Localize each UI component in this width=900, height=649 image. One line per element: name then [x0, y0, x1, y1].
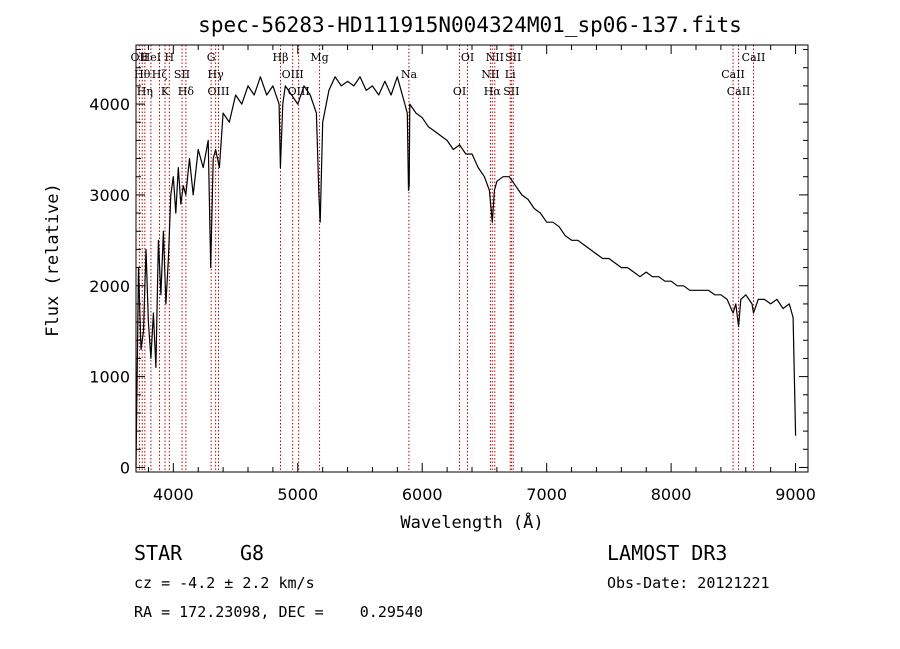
spectral-line-label: OIII: [207, 85, 229, 98]
spectral-line-label: Li: [505, 68, 516, 81]
spectral-line-label: CaII: [721, 68, 745, 81]
x-tick-label: 8000: [651, 485, 692, 504]
series-layer: [135, 76, 797, 468]
chart-title: spec-56283-HD111915N004324M01_sp06-137.f…: [198, 13, 742, 37]
spectral-line-markers: [138, 45, 754, 472]
spectral-line-label: Hη: [137, 85, 153, 98]
x-tick-label: 4000: [153, 485, 194, 504]
x-axis-label: Wavelength (Å): [400, 511, 543, 533]
y-tick-label: 4000: [89, 95, 130, 114]
spectral-line-label: SII: [174, 68, 190, 81]
y-tick-label: 3000: [89, 186, 130, 205]
spectral-line-label: Hθ: [134, 68, 151, 81]
y-tick-label: 1000: [89, 368, 130, 387]
spectral-line-label: CaII: [727, 85, 751, 98]
spectral-line-label: NII: [486, 51, 504, 64]
spectral-line-label: Hβ: [273, 51, 289, 64]
spectral-line-label: Na: [401, 68, 418, 81]
x-tick-label: 9000: [775, 485, 816, 504]
object-class: STAR: [134, 541, 183, 565]
y-tick-label: 0: [120, 458, 130, 477]
spectral-line-label: OIII: [282, 68, 304, 81]
redshift-text: cz = -4.2 ± 2.2 km/s: [134, 574, 315, 592]
plot-frame: [135, 44, 809, 473]
spectral-line-label: OI: [461, 51, 474, 64]
x-tick-label: 5000: [277, 485, 318, 504]
survey-name: LAMOST DR3: [607, 541, 728, 565]
subclass: G8: [240, 541, 265, 565]
spectral-line-label: OIII: [288, 85, 310, 98]
spectral-line-label: G: [207, 51, 216, 64]
spectral-line-labels: OII Hθ Hη HeI Hζ K H SII Hδ G Hγ OIII Hβ OIII OIII Mg Na…: [131, 51, 766, 98]
coordinates: RA = 172.23098, DEC = 0.29540: [134, 603, 423, 621]
spectral-line-label: Hδ: [178, 85, 195, 98]
spectral-line-label: Mg: [310, 51, 328, 64]
x-tick-label: 7000: [526, 485, 567, 504]
spectral-line-label: CaII: [742, 51, 766, 64]
spectral-line-label: SII: [503, 85, 519, 98]
spectral-line-label: Hζ: [152, 68, 168, 81]
y-tick-label: 2000: [89, 277, 130, 296]
x-tick-label: 6000: [402, 485, 443, 504]
spectral-line-label: SII: [505, 51, 521, 64]
spectral-line-label: OII: [131, 51, 149, 64]
spectral-line-label: NII: [481, 68, 499, 81]
obs-date: Obs-Date: 20121221: [607, 574, 770, 592]
spectral-line-label: Hγ: [208, 68, 225, 81]
spectral-line-label: HeI: [141, 51, 161, 64]
axis-ticks: 4000 5000 6000 7000 8000 9000 0 1000 2000 3000 400…: [89, 45, 816, 504]
spectral-line-label: H: [165, 51, 175, 64]
spectral-line-label: OI: [453, 85, 466, 98]
y-axis-label: Flux (relative): [43, 183, 63, 337]
spectrum-line: [135, 76, 797, 468]
spectral-line-label: K: [161, 85, 170, 98]
spectral-line-label: Hα: [484, 85, 502, 98]
